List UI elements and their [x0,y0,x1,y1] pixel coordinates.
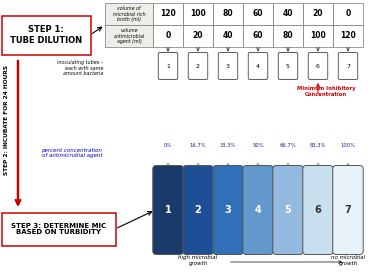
Bar [105,25,153,47]
Text: percent concentration
of antimicrobial agent: percent concentration of antimicrobial a… [41,148,102,158]
Text: 60: 60 [253,9,263,18]
Text: 100: 100 [190,9,206,18]
Text: 40: 40 [223,31,233,41]
Bar [303,3,333,25]
Text: 0%: 0% [164,143,172,148]
Text: 16.7%: 16.7% [190,143,206,148]
FancyBboxPatch shape [188,52,208,79]
Text: 4: 4 [256,63,260,68]
Bar [303,25,333,47]
Text: 5: 5 [284,205,291,215]
FancyBboxPatch shape [1,15,91,54]
Text: 0: 0 [346,9,351,18]
Text: volume of
microbial rich
broth (ml): volume of microbial rich broth (ml) [113,6,145,22]
Text: no microbial
growth: no microbial growth [331,255,365,266]
Text: 20: 20 [313,9,323,18]
Bar [243,3,273,25]
Bar [153,3,183,25]
Text: 1: 1 [166,63,170,68]
Bar [333,3,363,25]
Bar [183,25,213,47]
FancyBboxPatch shape [338,52,358,79]
Text: 2: 2 [196,63,200,68]
Text: 120: 120 [160,9,176,18]
Bar [183,3,213,25]
Text: 0: 0 [165,31,171,41]
FancyBboxPatch shape [1,213,116,245]
Text: 40: 40 [283,9,293,18]
FancyBboxPatch shape [333,166,363,254]
FancyBboxPatch shape [308,52,328,79]
Text: 1: 1 [164,205,171,215]
Text: 100: 100 [310,31,326,41]
Text: 20: 20 [193,31,203,41]
Text: 2: 2 [195,205,201,215]
Bar [273,25,303,47]
Text: 80: 80 [223,9,233,18]
Text: 4: 4 [255,205,261,215]
Text: 120: 120 [340,31,356,41]
Text: STEP 3: DETERMINE MIC
BASED ON TURBIDITY: STEP 3: DETERMINE MIC BASED ON TURBIDITY [11,222,106,235]
Bar [153,25,183,47]
Text: 83.3%: 83.3% [310,143,326,148]
Bar [243,25,273,47]
FancyBboxPatch shape [303,166,333,254]
Text: 33.3%: 33.3% [220,143,236,148]
Text: 3: 3 [224,205,231,215]
Bar [105,3,153,25]
Text: high microbial
growth: high microbial growth [178,255,217,266]
Text: 100%: 100% [340,143,355,148]
Text: volume
antimicrobial
agent (ml): volume antimicrobial agent (ml) [113,28,145,44]
Text: STEP 2: INCUBATE FOR 24 HOURS: STEP 2: INCUBATE FOR 24 HOURS [4,65,10,175]
FancyBboxPatch shape [278,52,298,79]
Text: 66.7%: 66.7% [280,143,296,148]
Bar [213,25,243,47]
Text: inoculating tubes –
each with same
amount bacteria: inoculating tubes – each with same amoun… [57,60,103,76]
Bar [273,3,303,25]
FancyBboxPatch shape [248,52,268,79]
Text: 50%: 50% [252,143,264,148]
FancyBboxPatch shape [213,166,243,254]
Text: 3: 3 [226,63,230,68]
FancyBboxPatch shape [153,166,183,254]
Text: 60: 60 [253,31,263,41]
FancyBboxPatch shape [158,52,178,79]
FancyBboxPatch shape [218,52,238,79]
Text: 6: 6 [315,205,321,215]
Text: Minimum Inhibitory
Concentration: Minimum Inhibitory Concentration [297,86,355,97]
Text: 5: 5 [286,63,290,68]
Text: 7: 7 [344,205,351,215]
FancyBboxPatch shape [183,166,213,254]
Bar [213,3,243,25]
FancyBboxPatch shape [273,166,303,254]
Text: 7: 7 [346,63,350,68]
Text: 6: 6 [316,63,320,68]
Text: 80: 80 [283,31,293,41]
Text: STEP 1:
TUBE DILUTION: STEP 1: TUBE DILUTION [10,25,82,45]
FancyBboxPatch shape [243,166,273,254]
Bar [333,25,363,47]
